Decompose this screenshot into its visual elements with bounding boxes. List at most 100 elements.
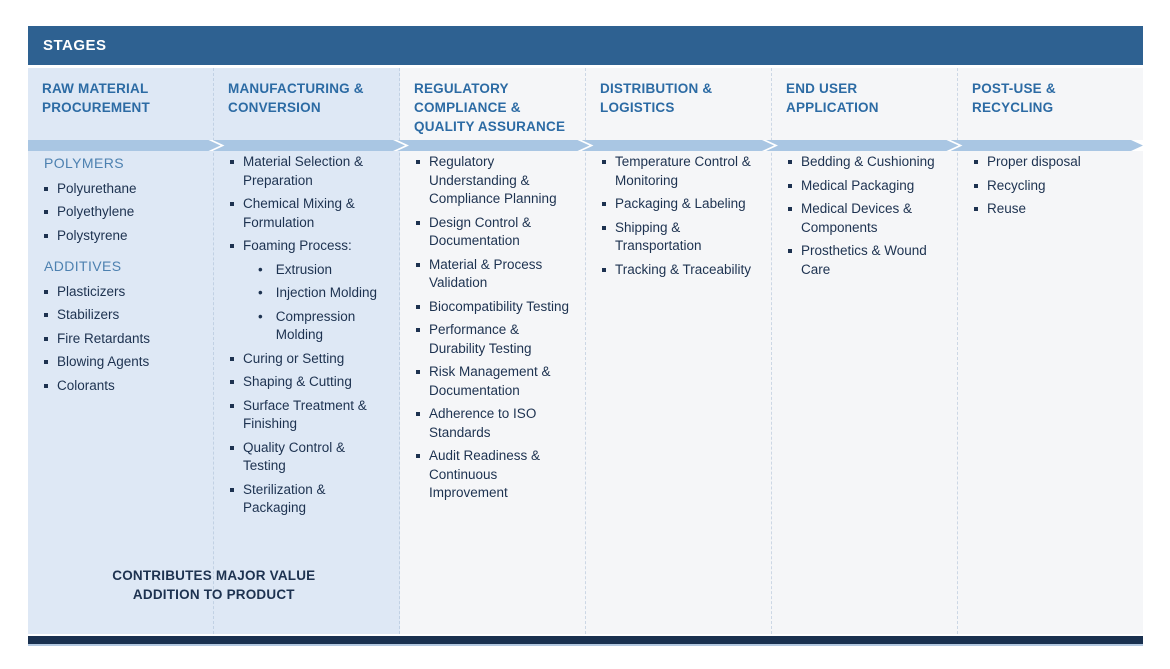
item-text: Risk Management & Documentation bbox=[429, 364, 551, 398]
list-item: Biocompatibility Testing bbox=[416, 298, 577, 317]
stages-board: RAW MATERIAL PROCUREMENT POLYMERS Polyuret… bbox=[28, 68, 1143, 634]
list-item: Shaping & Cutting bbox=[230, 373, 391, 392]
item-text: Adherence to ISO Standards bbox=[429, 406, 537, 440]
list-item: Chemical Mixing & Formulation bbox=[230, 195, 391, 232]
bullet-icon bbox=[416, 412, 420, 416]
list-item: Material & Process Validation bbox=[416, 256, 577, 293]
item-text: Plasticizers bbox=[57, 283, 126, 299]
list-item: Design Control & Documentation bbox=[416, 214, 577, 251]
bullet-icon bbox=[602, 160, 606, 164]
bullet-icon bbox=[44, 313, 48, 317]
item-text: Stabilizers bbox=[57, 307, 120, 322]
bullet-icon bbox=[416, 370, 420, 374]
bullet-icon bbox=[788, 183, 792, 188]
list-item: Risk Management & Documentation bbox=[416, 363, 577, 400]
item-text: Design Control & Documentation bbox=[429, 214, 532, 249]
item-text: Prosthetics & Wound Care bbox=[801, 243, 927, 277]
column-body: Proper disposal Recycling Reuse bbox=[958, 140, 1143, 634]
list-item: Material Selection & Preparation bbox=[230, 153, 391, 190]
stage-arrow-regulatory-compliance-quality-assurance bbox=[397, 140, 590, 151]
list-item: Blowing Agents bbox=[44, 353, 205, 372]
list-item: Foaming Process: bbox=[230, 237, 391, 256]
sub-bullet-icon: • bbox=[258, 285, 263, 300]
sub-bullet-icon: • bbox=[258, 308, 263, 324]
list-item: Plasticizers bbox=[44, 283, 205, 302]
item-text: Quality Control & Testing bbox=[243, 439, 346, 474]
item-text: Regulatory Understanding & Compliance Pl… bbox=[429, 154, 557, 206]
item-text: Bedding & Cushioning bbox=[801, 154, 935, 169]
list-item: Fire Retardants bbox=[44, 330, 205, 349]
list-item: Polyethylene bbox=[44, 203, 205, 222]
bullet-icon bbox=[416, 220, 420, 225]
item-text: Curing or Setting bbox=[243, 350, 345, 366]
list-item: Proper disposal bbox=[974, 153, 1135, 172]
stage-arrow-manufacturing-conversion bbox=[213, 140, 406, 151]
stage-column-raw-material-procurement: RAW MATERIAL PROCUREMENT POLYMERS Polyuret… bbox=[28, 68, 214, 634]
column-title: END USER APPLICATION bbox=[786, 81, 879, 115]
stage-columns-container: RAW MATERIAL PROCUREMENT POLYMERS Polyuret… bbox=[28, 68, 1143, 634]
list-item: Prosthetics & Wound Care bbox=[788, 242, 949, 279]
column-body: Regulatory Understanding & Compliance Pl… bbox=[400, 140, 585, 634]
column-title: RAW MATERIAL PROCUREMENT bbox=[42, 81, 150, 115]
stage-flow-arrow-band bbox=[28, 140, 1143, 151]
list-item: • Extrusion bbox=[230, 261, 391, 280]
column-body: Material Selection & Preparation Chemical… bbox=[214, 140, 399, 634]
stage-arrow-end-user-application bbox=[766, 140, 959, 151]
item-text: Polyurethane bbox=[57, 180, 137, 196]
bullet-icon bbox=[44, 336, 48, 341]
item-text: Tracking & Traceability bbox=[615, 261, 752, 277]
bullet-icon bbox=[602, 202, 606, 206]
bullet-icon bbox=[44, 233, 48, 238]
list-item: Curing or Setting bbox=[230, 350, 391, 369]
column-title: REGULATORY COMPLIANCE & QUALITY ASSURANC… bbox=[414, 81, 566, 134]
stage-arrow-distribution-logistics bbox=[582, 140, 775, 151]
item-text: Reuse bbox=[987, 201, 1027, 216]
item-text: Injection Molding bbox=[275, 285, 378, 300]
bullet-icon bbox=[788, 207, 792, 211]
bullet-icon bbox=[44, 289, 48, 294]
item-text: Shipping & Transportation bbox=[615, 219, 702, 254]
bullet-icon bbox=[974, 160, 978, 164]
column-title: DISTRIBUTION & LOGISTICS bbox=[600, 81, 713, 115]
column-body: POLYMERS Polyurethane Polyethylene Polystyr… bbox=[28, 140, 213, 634]
item-text: Surface Treatment & Finishing bbox=[243, 397, 367, 432]
stage-column-end-user-application: END USER APPLICATION Bedding & Cushioning… bbox=[772, 68, 958, 634]
bullet-icon bbox=[230, 244, 234, 248]
bullet-icon bbox=[416, 328, 420, 332]
bullet-icon bbox=[44, 210, 48, 214]
bullet-icon bbox=[230, 487, 234, 492]
list-item: Colorants bbox=[44, 377, 205, 396]
stage-column-distribution-logistics: DISTRIBUTION & LOGISTICS Temperature Cont… bbox=[586, 68, 772, 634]
list-item: Polyurethane bbox=[44, 180, 205, 199]
column-body: Temperature Control & Monitoring Packagin… bbox=[586, 140, 771, 634]
stage-column-regulatory-compliance-quality-assurance: REGULATORY COMPLIANCE & QUALITY ASSURANC… bbox=[400, 68, 586, 634]
item-text: Biocompatibility Testing bbox=[429, 298, 570, 314]
item-text: Medical Devices & Components bbox=[801, 201, 913, 235]
list-item: Surface Treatment & Finishing bbox=[230, 397, 391, 434]
column-title: MANUFACTURING & CONVERSION bbox=[228, 81, 364, 115]
bullet-icon bbox=[230, 356, 234, 361]
bullet-icon bbox=[602, 225, 606, 230]
list-item: Performance & Durability Testing bbox=[416, 321, 577, 358]
list-item: Sterilization & Packaging bbox=[230, 481, 391, 518]
list-item: Medical Packaging bbox=[788, 177, 949, 196]
list-item: Reuse bbox=[974, 200, 1135, 219]
item-text: Packaging & Labeling bbox=[615, 196, 746, 211]
list-item: Tracking & Traceability bbox=[602, 261, 763, 280]
bullet-icon bbox=[230, 445, 234, 450]
list-item: Recycling bbox=[974, 177, 1135, 196]
stage-arrow-raw-material-procurement bbox=[28, 140, 221, 151]
list-item: Adherence to ISO Standards bbox=[416, 405, 577, 442]
list-item: Bedding & Cushioning bbox=[788, 153, 949, 172]
item-text: Medical Packaging bbox=[801, 177, 915, 193]
list-item: Temperature Control & Monitoring bbox=[602, 153, 763, 190]
stage-column-manufacturing-conversion: MANUFACTURING & CONVERSION Material Selec… bbox=[214, 68, 400, 634]
item-text: Proper disposal bbox=[987, 154, 1081, 169]
bullet-icon bbox=[416, 454, 420, 458]
stages-label: STAGES bbox=[43, 37, 107, 54]
item-text: Audit Readiness & Continuous Improvement bbox=[429, 448, 541, 500]
item-text: Compression Molding bbox=[275, 308, 356, 343]
bullet-icon bbox=[974, 207, 978, 211]
item-text: Chemical Mixing & Formulation bbox=[243, 196, 355, 230]
